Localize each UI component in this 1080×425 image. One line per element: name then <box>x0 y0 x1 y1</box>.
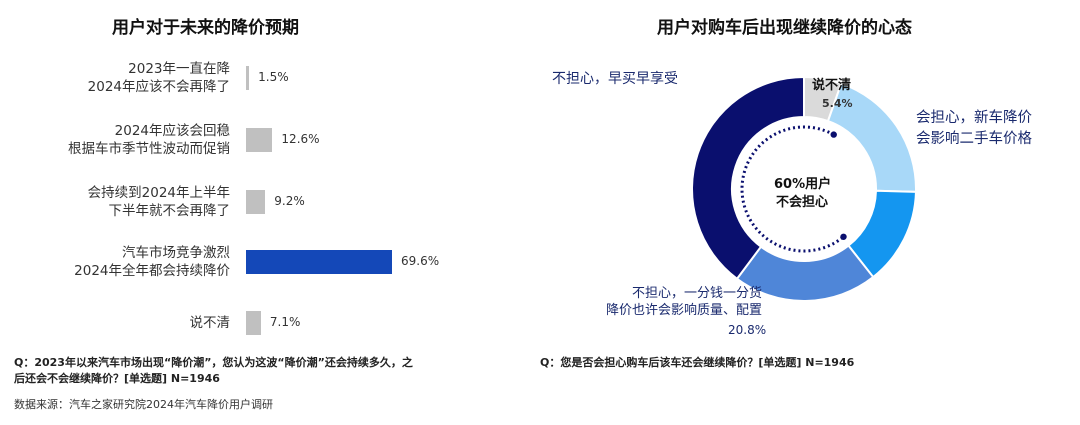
bar-category-label: 会持续到2024年上半年 下半年就不会再降了 <box>87 185 230 219</box>
bar-category-label: 2023年一直在降 2024年应该不会再降了 <box>87 61 230 95</box>
bar <box>246 66 250 90</box>
donut-label-not-worried-buy-early: 不担心，早买早享受 <box>552 71 678 87</box>
bar-value-label: 12.6% <box>281 132 320 146</box>
bar-value-label: 9.2% <box>274 194 305 208</box>
donut-label-unsure: 说不清 <box>812 78 852 93</box>
data-source: 数据来源：汽车之家研究院2024年汽车降价用户调研 <box>14 398 273 411</box>
bar-category-label: 2024年应该会回稳 根据车市季节性波动而促销 <box>68 123 230 157</box>
bar-category-label: 说不清 <box>189 315 231 331</box>
bar-value-label: 7.1% <box>269 315 301 329</box>
dotted-arc-indicator <box>740 125 845 253</box>
donut-center-line1: 60%用户 <box>774 177 832 192</box>
bar <box>246 311 261 335</box>
bar <box>246 128 273 152</box>
bar <box>246 190 266 214</box>
donut-value-unsure: 5.4% <box>822 97 853 110</box>
right-question: Q：您是否会担心购车后该车还会继续降价？[单选题] N=1946 <box>540 356 855 369</box>
left-question-line1: Q：2023年以来汽车市场出现“降价潮”，您认为这波“降价潮”还会持续多久，之 <box>14 356 413 369</box>
arc-endpoint-dot <box>840 233 847 240</box>
arc-endpoint-dot <box>830 131 837 138</box>
bar-value-label: 69.6% <box>401 254 440 268</box>
bar-category-label: 汽车市场竞争激烈 2024年全年都会持续降价 <box>74 245 230 279</box>
bar <box>246 250 392 274</box>
donut-label-worried: 会担心，新车降价 会影响二手车价格 <box>916 110 1032 147</box>
donut-label-not-worried-quality: 不担心，一分钱一分货 降价也许会影响质量、配置 <box>605 286 762 318</box>
bar-value-label: 1.5% <box>258 70 289 84</box>
left-chart-title: 用户对于未来的降价预期 <box>112 18 299 38</box>
donut-slice <box>691 75 805 281</box>
donut-center-line2: 不会担心 <box>776 195 829 210</box>
right-chart-title: 用户对购车后出现继续降价的心态 <box>657 18 912 38</box>
donut-value-not-worried-quality: 20.8% <box>728 323 767 337</box>
left-question-line2: 后还会不会继续降价？[单选题] N=1946 <box>14 372 220 385</box>
